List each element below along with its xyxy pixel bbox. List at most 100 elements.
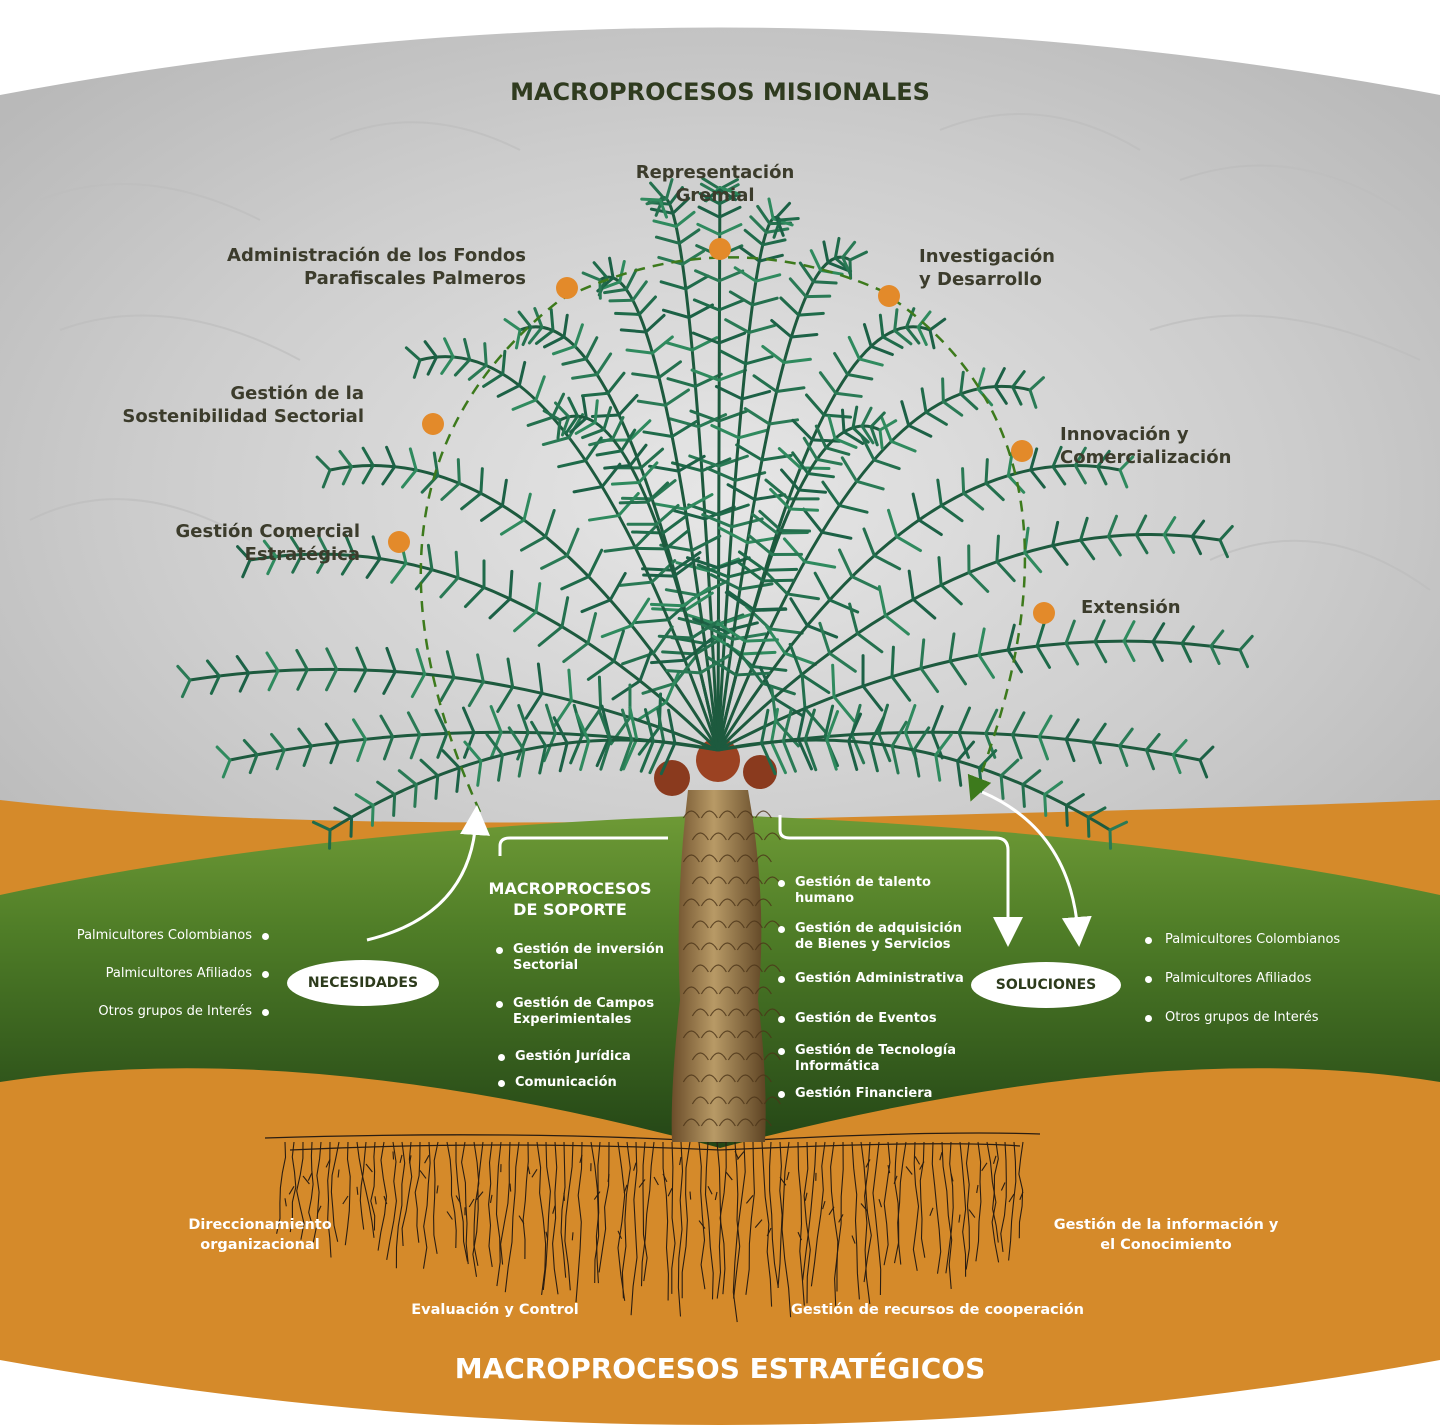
frond-leaflet: [489, 705, 503, 734]
label-line: Gestión de la: [230, 383, 364, 404]
frond-leaflet: [209, 674, 221, 695]
root-line: [461, 1141, 469, 1265]
frond-leaflet: [800, 674, 807, 710]
frond-leaflet: [848, 258, 853, 280]
root-line: [289, 1141, 297, 1233]
frond-leaflet: [579, 739, 591, 771]
root-line: [1000, 1141, 1007, 1252]
frond-leaflet: [355, 646, 368, 672]
bullet-icon: [262, 971, 269, 978]
item-line: Gestión de recursos de cooperación: [791, 1302, 1084, 1318]
frond-leaflet: [482, 372, 505, 388]
trunk-scale: [700, 1118, 718, 1127]
frond-leaflet: [984, 481, 1005, 502]
frond-leaflet: [818, 621, 832, 655]
frond-leaflet: [683, 591, 714, 613]
frond-leaflet: [316, 552, 330, 574]
label-sostenibilidad: Gestión de la Sostenibilidad Sectorial: [60, 382, 364, 428]
necesidades-pill: NECESIDADES: [287, 960, 439, 1006]
frond-leaflet: [797, 488, 828, 494]
frond-leaflet: [706, 655, 738, 677]
frond-leaflet: [760, 741, 777, 776]
label-line: Parafiscales Palmeros: [303, 268, 526, 289]
frond-leaflet: [1180, 641, 1193, 663]
frond-leaflet: [463, 337, 472, 362]
frond-leaflet: [611, 416, 625, 441]
frond-leaflet: [726, 590, 756, 612]
frond-leaflet: [385, 445, 397, 469]
frond-leaflet: [500, 478, 508, 508]
soporte-item: Gestión de Tecnología Informática: [778, 1043, 975, 1075]
frond-leaflet: [825, 738, 838, 771]
root-line: [522, 1141, 529, 1260]
frond-leaflet: [1086, 815, 1091, 838]
frond-leaflet: [587, 548, 604, 579]
frond-leaflet: [1011, 385, 1023, 406]
frond-leaflet: [640, 197, 662, 202]
frond-leaflet: [622, 737, 639, 771]
root-line: [401, 1141, 413, 1247]
palm-frond: [176, 646, 719, 756]
trunk-scale: [709, 832, 727, 841]
frond-leaflet: [664, 669, 681, 704]
frond-leaflet: [1029, 447, 1039, 472]
trunk-scale: [709, 964, 727, 973]
frond-leaflet: [658, 198, 669, 219]
root-branch: [374, 1196, 377, 1205]
dot-investigacion: [878, 285, 900, 307]
root-line: [617, 1141, 626, 1301]
trunk-scale: [754, 1030, 772, 1039]
root-branch: [725, 1171, 733, 1181]
root-branch: [714, 1191, 718, 1201]
frond-leaflet: [912, 726, 931, 752]
frond-leaflet: [1209, 629, 1225, 648]
frond-leaflet: [666, 377, 697, 388]
frond-leaflet: [737, 428, 769, 440]
label-line: Gestión Comercial: [175, 521, 361, 542]
root-line: [386, 1141, 397, 1260]
frond-leaflet: [324, 722, 340, 744]
item-line: Gestión Jurídica: [515, 1049, 631, 1064]
frond-leaflet: [485, 732, 504, 757]
trunk-scale: [736, 854, 754, 863]
trunk-scale: [727, 920, 745, 929]
frond-leaflet: [628, 419, 652, 442]
root-branch: [939, 1152, 943, 1161]
trunk-scale: [736, 898, 754, 907]
frond-leaflet: [1144, 748, 1155, 771]
bullet-icon: [778, 976, 785, 983]
frond-leaflet: [1093, 640, 1108, 664]
frond-leaflet: [1144, 732, 1161, 752]
palm-frond: [315, 445, 720, 751]
frond-leaflet: [333, 806, 354, 819]
frond-leaflet: [709, 573, 742, 591]
frond-leaflet: [665, 669, 702, 675]
root-branch: [851, 1235, 856, 1244]
frond-leaflet: [340, 554, 356, 576]
frond-leaflet: [869, 344, 894, 357]
frond-leaflet: [868, 716, 885, 745]
frond-leaflet: [717, 526, 749, 545]
estrategico-item: Gestión de recursos de cooperación: [770, 1300, 1105, 1320]
root-line: [745, 1141, 755, 1295]
frond-leaflet: [488, 597, 512, 620]
frond-leaflet: [295, 648, 309, 672]
frond-leaflet: [1190, 534, 1203, 556]
frond-leaflet: [266, 554, 278, 576]
trunk-scale: [736, 810, 754, 819]
root-line: [677, 1141, 684, 1317]
frond-leaflet: [995, 534, 1000, 564]
frond-leaflet: [296, 668, 309, 691]
root-branch: [950, 1173, 954, 1182]
frond-leaflet: [681, 586, 711, 608]
item-line: Gestión de Tecnología: [795, 1043, 957, 1058]
frond-leaflet: [595, 449, 623, 457]
frond-leaflet: [461, 706, 476, 734]
frond-leaflet: [851, 426, 870, 444]
frond-leaflet: [977, 627, 986, 657]
root-line: [965, 1141, 970, 1270]
root-branch: [638, 1179, 646, 1188]
frond-leaflet: [630, 597, 651, 628]
frond-leaflet: [1064, 793, 1085, 807]
